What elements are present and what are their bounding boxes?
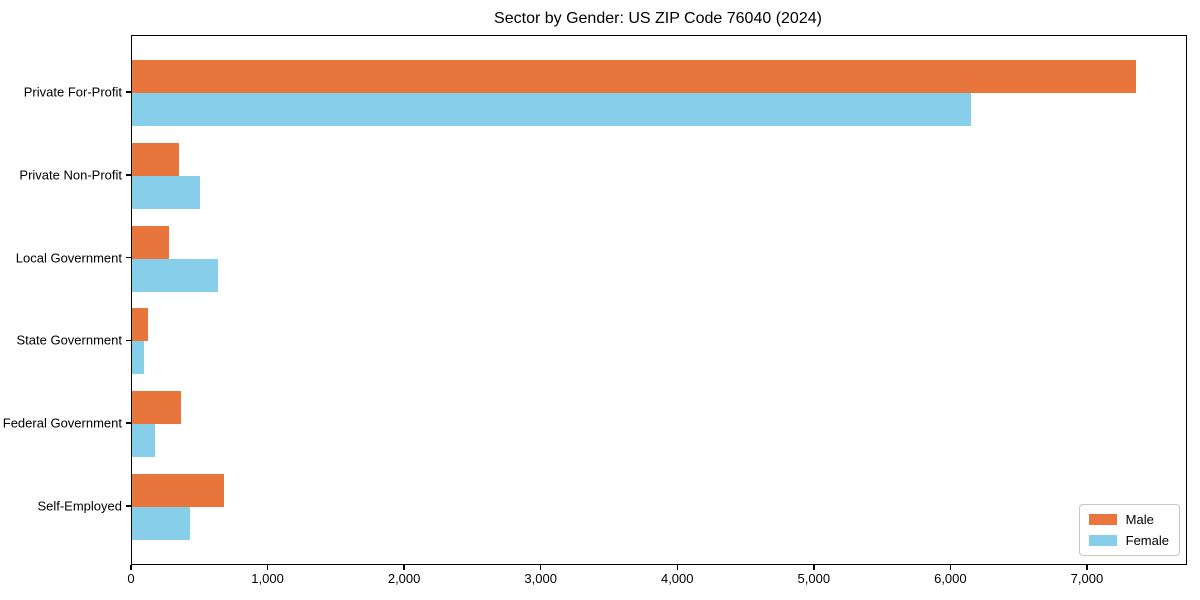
bar-male: [132, 391, 182, 425]
y-tick-mark: [126, 505, 131, 507]
x-tick-label: 3,000: [524, 571, 557, 586]
legend-label-female: Female: [1125, 533, 1169, 548]
x-tick-mark: [1086, 564, 1088, 570]
x-tick-label: 0: [127, 571, 135, 586]
bar-male: [132, 142, 180, 176]
x-tick-label: 6,000: [934, 571, 967, 586]
x-tick-mark: [130, 564, 132, 570]
legend: Male Female: [1078, 504, 1180, 556]
y-tick-mark: [126, 91, 131, 93]
y-axis-category-label: Self-Employed: [37, 498, 122, 514]
x-tick-mark: [813, 564, 815, 570]
y-tick-mark: [126, 339, 131, 342]
plot-area: Male Female: [131, 35, 1187, 565]
bar-male: [132, 308, 148, 342]
x-tick-label: 4,000: [660, 571, 694, 586]
bar-female: [132, 506, 191, 540]
bar-male: [132, 60, 1136, 94]
y-axis-category-label: Federal Government: [2, 415, 122, 431]
bar-male: [132, 473, 225, 507]
x-tick-label: 5,000: [797, 571, 831, 586]
legend-label-male: Male: [1125, 512, 1154, 527]
legend-item-female: Female: [1088, 533, 1169, 548]
legend-swatch-female: [1088, 535, 1117, 546]
legend-swatch-male: [1088, 514, 1117, 525]
bar-female: [132, 258, 219, 292]
x-tick-mark: [676, 564, 678, 570]
x-tick-mark: [539, 564, 542, 570]
bar-male: [132, 225, 169, 259]
y-axis-category-label: Private Non-Profit: [19, 167, 122, 183]
y-tick-mark: [126, 422, 131, 424]
bar-female: [132, 341, 144, 375]
y-axis-category-label: Local Government: [15, 250, 122, 266]
x-tick-label: 2,000: [387, 571, 421, 586]
x-tick-label: 7,000: [1070, 571, 1104, 586]
x-tick-mark: [403, 564, 405, 570]
bar-female: [132, 175, 201, 209]
chart-title: Sector by Gender: US ZIP Code 76040 (202…: [494, 10, 822, 27]
x-tick-label: 1,000: [251, 571, 284, 586]
bar-female: [132, 93, 971, 127]
bar-female: [132, 424, 156, 458]
y-tick-mark: [126, 256, 131, 259]
legend-item-male: Male: [1088, 512, 1169, 527]
y-axis-category-label: State Government: [16, 332, 123, 348]
x-tick-mark: [266, 564, 269, 570]
x-tick-mark: [949, 564, 952, 570]
y-axis-category-label: Private For-Profit: [23, 84, 122, 100]
y-tick-mark: [126, 174, 131, 176]
